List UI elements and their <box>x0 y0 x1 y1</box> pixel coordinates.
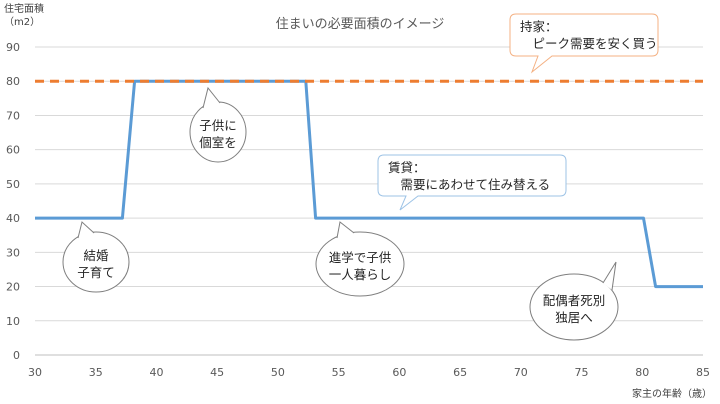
callout-child-room-pointer <box>202 86 221 109</box>
callout-child-room-line1: 子供に <box>199 118 237 133</box>
y-tick-60: 60 <box>6 144 20 157</box>
x-tick-70: 70 <box>514 366 528 379</box>
annotation-owner: 持家： ピーク需要を安く買う <box>509 13 659 74</box>
x-tick-75: 75 <box>575 366 589 379</box>
y-tick-40: 40 <box>6 212 20 225</box>
x-tick-labels: 30 35 40 45 50 55 60 65 70 75 80 85 <box>28 366 710 379</box>
annotation-rent-line2: 需要にあわせて住み替える <box>388 177 550 192</box>
y-tick-10: 10 <box>6 315 20 328</box>
annotation-owner-shape <box>509 13 659 74</box>
y-tick-labels: 0 10 20 30 40 50 60 70 80 90 <box>6 41 20 362</box>
annotation-rent-shape <box>377 154 567 211</box>
y-axis-label-line2: （m2） <box>4 16 40 28</box>
callout-marriage-line2: 子育て <box>77 265 115 280</box>
callout-marriage: 結婚 子育て <box>62 221 130 293</box>
x-tick-55: 55 <box>332 366 346 379</box>
callout-marriage-line1: 結婚 <box>83 248 109 263</box>
series-line-required-area <box>35 79 703 289</box>
x-tick-50: 50 <box>271 366 285 379</box>
callout-spouse-death-line1: 配偶者死別 <box>543 293 606 308</box>
series-group <box>35 79 703 289</box>
callout-child-leaves-line1: 進学で子供 <box>329 250 392 265</box>
annotation-owner-line1: 持家： <box>520 19 558 34</box>
annotation-owner-line2: ピーク需要を安く買う <box>520 36 658 51</box>
callout-spouse-death-line2: 独居へ <box>555 310 593 325</box>
callout-child-room: 子供に 個室を <box>189 86 247 163</box>
callout-spouse-death: 配偶者死別 独居へ <box>529 261 619 341</box>
annotation-rent-line1: 賃貸： <box>388 160 426 175</box>
callout-marriage-pointer <box>77 221 95 239</box>
x-tick-35: 35 <box>89 366 103 379</box>
x-tick-40: 40 <box>149 366 163 379</box>
callout-marriage-shape <box>62 231 130 293</box>
chart-title: 住まいの必要面積のイメージ <box>276 17 445 32</box>
y-axis-label-line1: 住宅面積 <box>4 2 44 15</box>
x-tick-60: 60 <box>392 366 406 379</box>
x-tick-85: 85 <box>696 366 710 379</box>
y-tick-0: 0 <box>13 349 20 362</box>
x-tick-65: 65 <box>453 366 467 379</box>
callout-child-leaves: 進学で子供 一人暮らし <box>315 221 405 297</box>
callout-child-leaves-pointer <box>336 221 355 239</box>
x-axis-label: 家主の年齢（歳） <box>632 387 712 400</box>
callout-child-room-line2: 個室を <box>199 135 237 150</box>
y-tick-20: 20 <box>6 281 20 294</box>
x-tick-80: 80 <box>635 366 649 379</box>
annotation-rent: 賃貸： 需要にあわせて住み替える <box>377 154 567 211</box>
callout-child-leaves-shape <box>315 231 405 297</box>
y-tick-80: 80 <box>6 75 20 88</box>
callout-spouse-death-shape <box>529 273 619 341</box>
callout-spouse-death-pointer <box>602 261 617 291</box>
y-tick-90: 90 <box>6 41 20 54</box>
y-tick-50: 50 <box>6 178 20 191</box>
y-tick-70: 70 <box>6 109 20 122</box>
callout-child-leaves-line2: 一人暮らし <box>329 267 392 282</box>
x-tick-30: 30 <box>28 366 42 379</box>
y-tick-30: 30 <box>6 246 20 259</box>
x-tick-45: 45 <box>210 366 224 379</box>
